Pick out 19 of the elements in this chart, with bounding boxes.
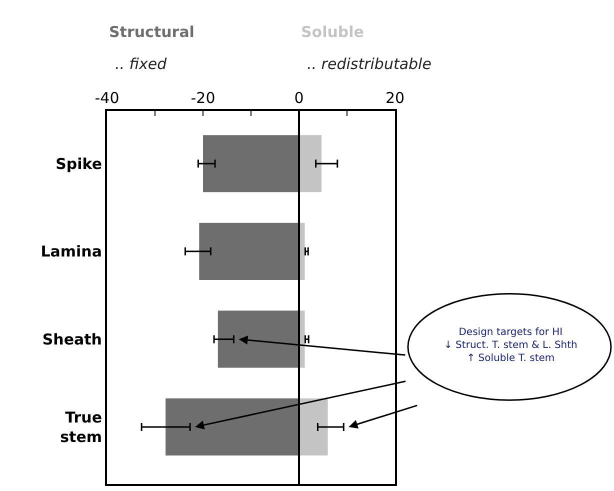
x-tick-label: -20 [190,89,216,107]
y-tick-label: Lamina [40,242,102,261]
bar [299,135,322,192]
text: Soluble [301,23,364,41]
bar [299,398,328,456]
text: Structural [109,23,194,41]
x-tick-label: -40 [94,89,120,107]
bar [218,310,299,368]
text: .. fixed [115,55,168,73]
text: Design targets for HI ↓ Struct. T. stem & L. Shth ↑ Soluble T. stem [444,327,578,364]
y-tick-label: True stem [60,408,102,446]
bar [203,135,299,192]
text: .. redistributable [307,55,432,73]
x-tick-label: 0 [294,89,304,107]
y-tick-label: Sheath [42,330,102,348]
y-tick-label: Spike [56,154,102,173]
bar [199,222,299,280]
bar [166,398,299,456]
x-tick-label: 20 [385,89,405,107]
